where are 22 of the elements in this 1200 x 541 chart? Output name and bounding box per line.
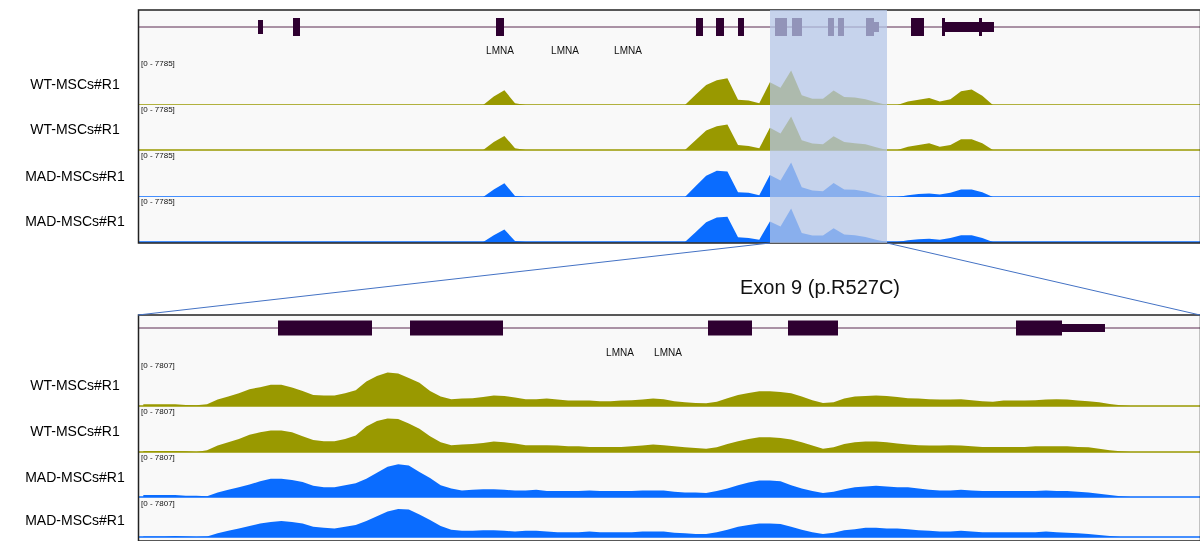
text: LMNA <box>551 45 580 56</box>
text: [0 - 7807] <box>141 407 175 416</box>
text: LMNA <box>486 45 515 56</box>
text: Exon 9 (p.R527C) <box>739 276 901 298</box>
y-axis-title: WT-MSCs#R1 <box>30 75 120 92</box>
text: [0 - 7785] <box>141 59 175 68</box>
text: [0 - 7807] <box>141 499 175 508</box>
y-axis-title: WT-MSCs#R1 <box>30 377 120 393</box>
y-axis-title: MAD-MSCs#R1 <box>25 468 125 485</box>
text: LMNA <box>614 45 643 56</box>
y-axis-title: WT-MSCs#R1 <box>30 423 120 439</box>
annotation: [0 - 7785] <box>141 105 175 114</box>
y-axis-title: MAD-MSCs#R1 <box>25 511 125 528</box>
y-axis-title: MAD-MSCs#R1 <box>25 167 125 184</box>
text: [0 - 7807] <box>141 453 175 462</box>
text: [0 - 7807] <box>141 361 175 370</box>
text: LMNA <box>606 347 635 358</box>
y-axis-title: MAD-MSCs#R1 <box>25 213 125 229</box>
y-axis-title: WT-MSCs#R1 <box>30 121 120 137</box>
text: LMNA <box>654 347 683 358</box>
annotation: [0 - 7785] <box>141 197 175 206</box>
text: [0 - 7785] <box>141 151 175 160</box>
